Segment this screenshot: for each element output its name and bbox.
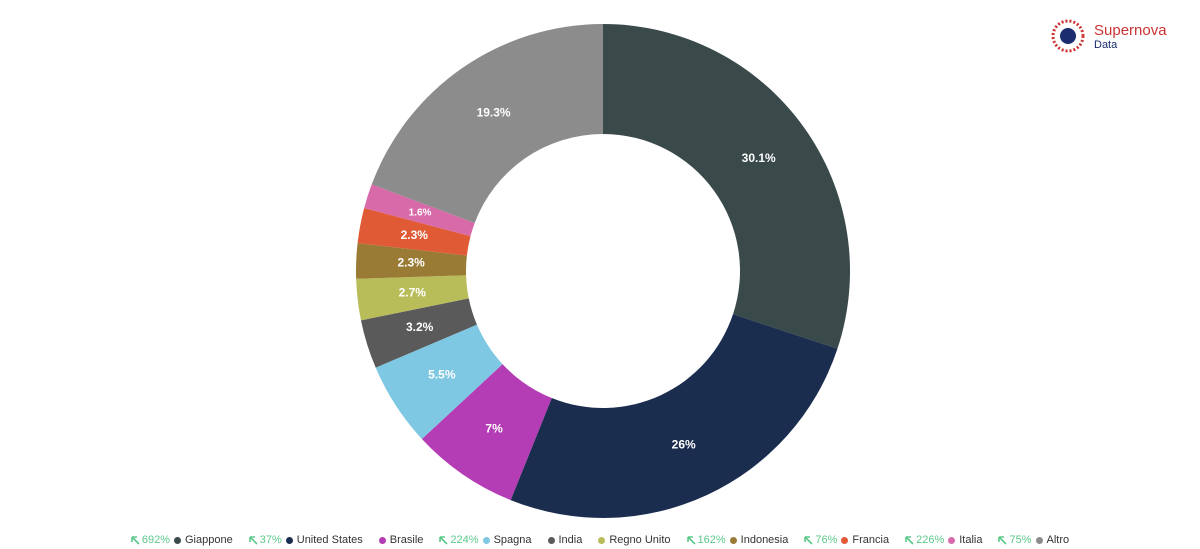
growth: 75% <box>998 534 1032 546</box>
legend-item: 162% Indonesia <box>686 534 789 546</box>
growth-arrow <box>804 535 813 545</box>
legend-item: 76% Francia <box>804 534 889 546</box>
growth-arrow <box>686 535 696 545</box>
slice <box>603 24 851 349</box>
slice <box>421 364 552 501</box>
legend-label: India <box>558 534 583 546</box>
legend-item: Regno Unito <box>598 534 671 546</box>
growth: 692% <box>131 534 170 546</box>
legend-item: 224% Spagna <box>439 534 532 546</box>
legend-swatch <box>285 536 293 544</box>
growth-value: 224% <box>450 534 479 546</box>
legend-swatch <box>729 536 737 544</box>
growth-arrow <box>998 535 1008 545</box>
legend-label: Spagna <box>493 534 532 546</box>
slice <box>364 184 475 237</box>
legend-item: 226% Italia <box>905 534 982 546</box>
legend-swatch <box>174 536 181 544</box>
growth-value: 226% <box>916 534 945 546</box>
growth: 162% <box>686 534 726 546</box>
legend-label: Giappone <box>185 534 233 546</box>
legend-label: Regno Unito <box>609 534 671 546</box>
legend-label: Altro <box>1046 534 1070 546</box>
growth-arrow <box>905 535 914 545</box>
legend-swatch <box>598 536 606 544</box>
legend-label: United States <box>296 534 363 546</box>
slice <box>510 314 838 518</box>
legend-label: Indonesia <box>740 534 789 546</box>
growth-arrow <box>248 535 258 545</box>
data-label: 7% <box>485 421 503 435</box>
legend-swatch <box>547 536 555 544</box>
growth: 226% <box>905 534 944 546</box>
legend: 692% Giappone 37% United States Brasile 224% S… <box>0 531 1200 549</box>
legend-swatch <box>948 536 956 544</box>
growth-value: 76% <box>815 534 838 546</box>
chart: Supernova Data 30.1% 26% 7% 5.5% 3.2% 2.7% 2.3… <box>356 19 1167 518</box>
legend-item: 37% United States <box>248 534 363 546</box>
growth-arrow <box>131 535 140 545</box>
legend-label: Brasile <box>389 534 424 546</box>
slice <box>360 298 477 368</box>
legend-swatch <box>841 536 849 544</box>
data-label: 2.3% <box>397 255 425 269</box>
data-label: 2.3% <box>401 228 429 242</box>
legend-swatch <box>482 536 490 544</box>
data-label: 1.6% <box>409 207 432 218</box>
logo-icon-core <box>1060 28 1076 44</box>
legend-label: Francia <box>852 534 890 546</box>
slice <box>357 208 471 256</box>
growth-value: 75% <box>1009 534 1032 546</box>
growth-value: 162% <box>697 534 726 546</box>
logo: Supernova Data <box>1051 19 1167 53</box>
data-label: 26% <box>672 437 696 451</box>
data-label: 5.5% <box>428 368 456 382</box>
growth-value: 37% <box>259 534 282 546</box>
legend-item: Brasile <box>378 534 424 546</box>
logo-icon <box>1051 19 1085 53</box>
data-label: 19.3% <box>477 105 511 119</box>
logo-name: Supernova <box>1094 22 1167 39</box>
growth-arrow <box>439 535 448 545</box>
logo-sub: Data <box>1094 39 1118 51</box>
data-label: 30.1% <box>742 151 776 165</box>
slice <box>371 24 603 223</box>
legend-item: India <box>547 534 583 546</box>
legend-label: Italia <box>959 534 983 546</box>
slice <box>356 243 467 279</box>
growth: 224% <box>439 534 479 546</box>
data-label: 2.7% <box>399 285 427 299</box>
legend-item: 75% Altro <box>998 534 1069 546</box>
legend-swatch <box>1035 536 1043 544</box>
slice <box>356 275 469 321</box>
growth: 76% <box>804 534 837 546</box>
legend-swatch <box>378 536 386 544</box>
growth: 37% <box>248 534 282 546</box>
slice <box>375 324 503 439</box>
growth-value: 692% <box>141 534 170 546</box>
data-label: 3.2% <box>406 320 434 334</box>
legend-item: 692% Giappone <box>131 534 233 546</box>
